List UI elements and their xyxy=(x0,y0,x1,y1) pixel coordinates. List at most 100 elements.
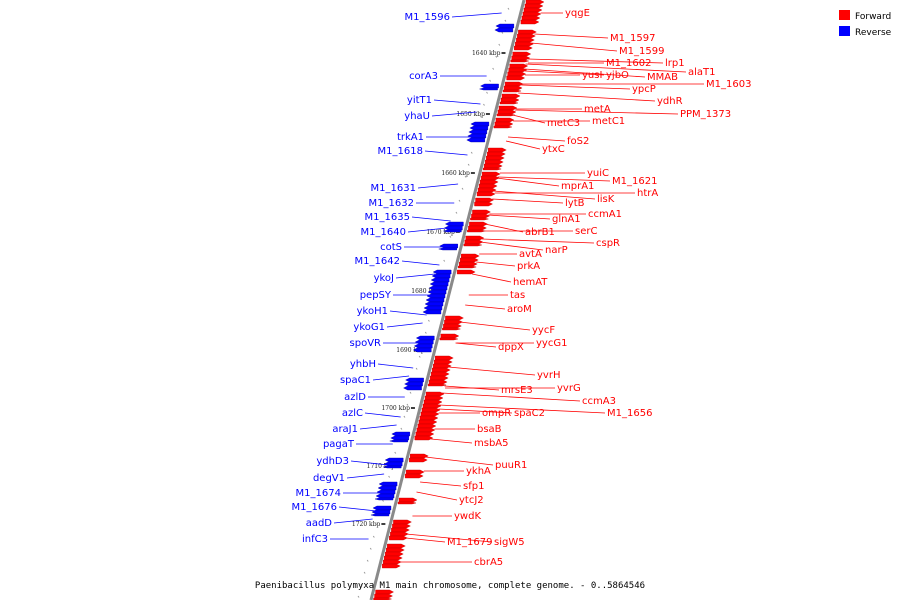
forward-gene-feature xyxy=(520,19,540,25)
forward-gene-label: mprA1 xyxy=(561,181,594,192)
forward-gene-leader xyxy=(416,491,458,501)
forward-gene-leader xyxy=(465,304,506,310)
reverse-gene-feature xyxy=(403,385,422,391)
legend-reverse-swatch xyxy=(839,26,850,36)
forward-gene-feature xyxy=(512,51,532,57)
forward-gene-label: mrsE3 xyxy=(501,385,533,396)
forward-gene-feature xyxy=(467,229,486,233)
reverse-gene-leader xyxy=(333,518,373,524)
forward-gene-label: ypcP xyxy=(632,84,656,95)
reverse-gene-label: spaC1 xyxy=(340,375,371,386)
reverse-gene-label: M1_1674 xyxy=(296,488,341,499)
reverse-gene-label: M1_1642 xyxy=(355,256,400,267)
forward-gene-label: ytcJ2 xyxy=(459,495,484,506)
forward-gene-label: lrp1 xyxy=(665,58,685,69)
reverse-gene-feature xyxy=(427,289,447,295)
reverse-gene-label: azlC xyxy=(342,408,363,419)
minor-tick xyxy=(418,355,421,358)
reverse-gene-leader xyxy=(411,216,451,222)
forward-gene-feature xyxy=(386,547,405,553)
forward-gene-feature xyxy=(488,147,507,153)
tick-label: 1670 kbp xyxy=(426,229,455,236)
forward-gene-label: glnA1 xyxy=(552,214,581,225)
reverse-gene-feature xyxy=(383,465,402,469)
forward-gene-label: ydhR xyxy=(657,96,683,107)
minor-tick xyxy=(424,331,427,334)
forward-gene-label: lisK xyxy=(597,194,615,205)
reverse-gene-label: yitT1 xyxy=(407,95,432,106)
forward-gene-feature xyxy=(475,197,494,203)
forward-gene-feature xyxy=(387,543,406,549)
forward-gene-feature xyxy=(440,333,460,339)
reverse-gene-leader xyxy=(395,273,436,279)
reverse-gene-feature xyxy=(415,335,435,341)
forward-gene-feature xyxy=(483,163,503,169)
forward-gene-feature xyxy=(383,559,402,565)
reverse-gene-feature xyxy=(422,309,442,315)
forward-gene-feature xyxy=(465,235,485,241)
forward-gene-label: narP xyxy=(545,245,568,256)
reverse-gene-feature xyxy=(374,497,394,501)
minor-tick xyxy=(369,547,372,550)
reverse-gene-leader xyxy=(417,183,459,189)
forward-gene-feature xyxy=(504,81,524,87)
forward-gene-feature xyxy=(397,501,417,505)
forward-gene-label: metC1 xyxy=(592,116,625,127)
forward-gene-leader xyxy=(512,114,546,124)
forward-gene-label: hemAT xyxy=(513,277,548,288)
forward-gene-feature xyxy=(472,209,491,215)
minor-tick xyxy=(480,115,482,118)
forward-gene-leader xyxy=(425,456,494,466)
forward-gene-feature xyxy=(493,125,512,129)
forward-gene-feature xyxy=(479,179,499,185)
forward-gene-feature xyxy=(487,151,506,157)
forward-gene-leader xyxy=(420,481,462,487)
forward-gene-feature xyxy=(485,159,504,165)
minor-tick xyxy=(495,55,498,58)
minor-tick xyxy=(467,163,470,166)
reverse-gene-label: yhbH xyxy=(350,359,376,370)
forward-gene-feature xyxy=(516,37,535,43)
forward-gene-feature xyxy=(374,593,393,599)
forward-gene-leader xyxy=(455,342,497,348)
legend-forward-label: Forward xyxy=(855,12,891,22)
reverse-gene-leader xyxy=(433,99,481,105)
forward-gene-feature xyxy=(507,71,527,77)
forward-gene-leader xyxy=(497,176,611,182)
forward-gene-label: msbA5 xyxy=(474,438,509,449)
forward-gene-feature xyxy=(500,97,520,103)
forward-gene-feature xyxy=(434,359,453,365)
forward-gene-label: serC xyxy=(575,226,597,237)
minor-tick xyxy=(409,391,412,394)
forward-gene-feature xyxy=(393,519,412,525)
minor-tick xyxy=(492,67,495,70)
minor-tick xyxy=(415,367,418,370)
reverse-gene-feature xyxy=(425,297,445,303)
forward-gene-feature xyxy=(420,411,440,417)
forward-gene-feature xyxy=(515,41,534,47)
forward-gene-feature xyxy=(486,155,505,161)
map-caption: Paenibacillus polymyxa M1 main chromosom… xyxy=(255,581,645,591)
forward-gene-leader xyxy=(488,214,551,220)
minor-tick xyxy=(489,79,492,82)
reverse-gene-feature xyxy=(432,269,452,275)
minor-tick xyxy=(366,559,369,562)
forward-gene-label: sfp1 xyxy=(463,481,484,492)
legend-reverse-label: Reverse xyxy=(855,28,892,38)
minor-tick xyxy=(501,31,504,34)
forward-gene-leader xyxy=(438,404,606,414)
minor-tick xyxy=(360,583,363,586)
forward-gene-feature xyxy=(422,403,442,409)
forward-gene-label: aroM xyxy=(507,304,532,315)
forward-gene-feature xyxy=(499,101,519,105)
forward-gene-feature xyxy=(424,395,444,401)
forward-gene-feature xyxy=(468,225,487,231)
forward-gene-feature xyxy=(469,221,488,227)
reverse-gene-feature xyxy=(443,229,462,233)
reverse-gene-leader xyxy=(431,111,477,117)
forward-gene-feature xyxy=(495,117,515,123)
reverse-gene-label: M1_1632 xyxy=(369,198,414,209)
forward-gene-feature xyxy=(405,469,425,475)
reverse-gene-feature xyxy=(494,27,514,33)
forward-gene-leader xyxy=(534,33,609,39)
